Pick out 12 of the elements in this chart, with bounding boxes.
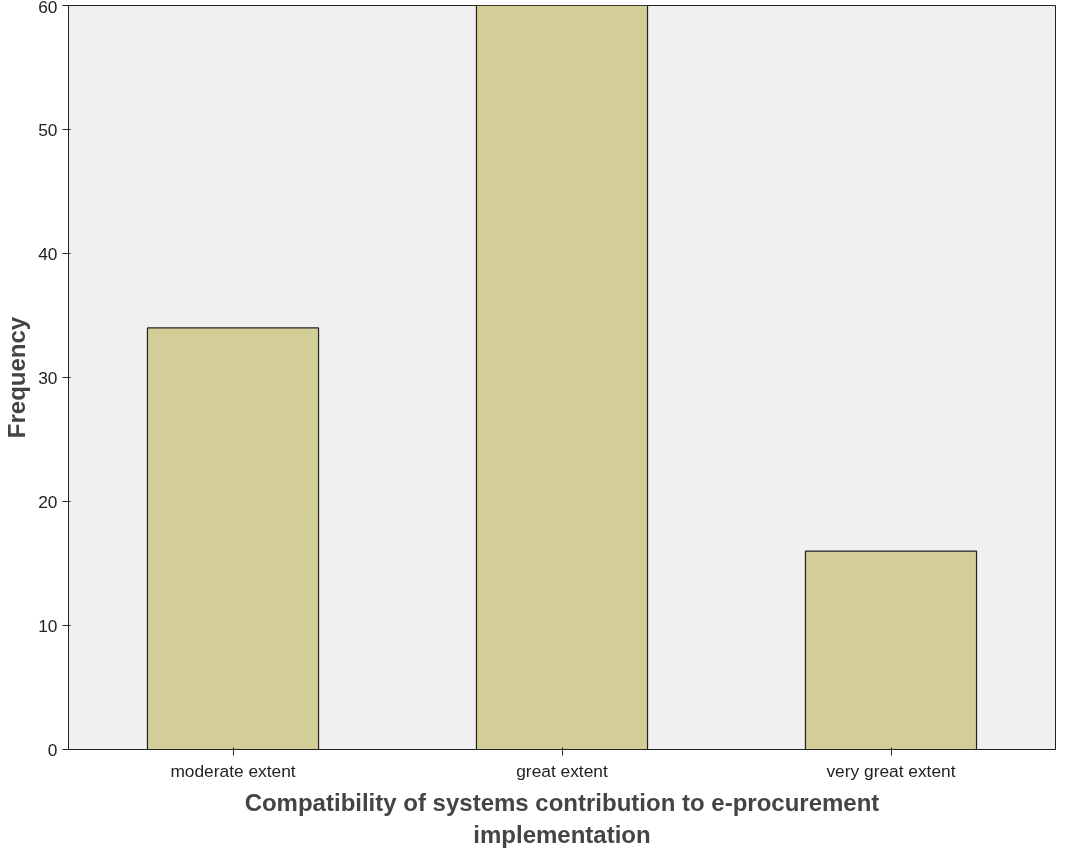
y-tick-label: 50 — [38, 119, 58, 140]
x-tick-label: great extent — [516, 760, 608, 781]
y-tick-label: 0 — [47, 739, 58, 760]
y-tick-label: 10 — [38, 615, 58, 636]
x-tick-label: very great extent — [826, 760, 956, 781]
y-tick-label: 60 — [38, 0, 58, 17]
y-axis-title: Frequency — [3, 316, 31, 439]
y-tick-label: 40 — [38, 243, 58, 264]
y-tick-label: 30 — [38, 367, 58, 388]
x-tick-label: moderate extent — [170, 760, 296, 781]
y-tick-label: 20 — [38, 491, 58, 512]
x-axis-title: Compatibility of systems contribution to e-procurement implementation — [244, 788, 880, 848]
